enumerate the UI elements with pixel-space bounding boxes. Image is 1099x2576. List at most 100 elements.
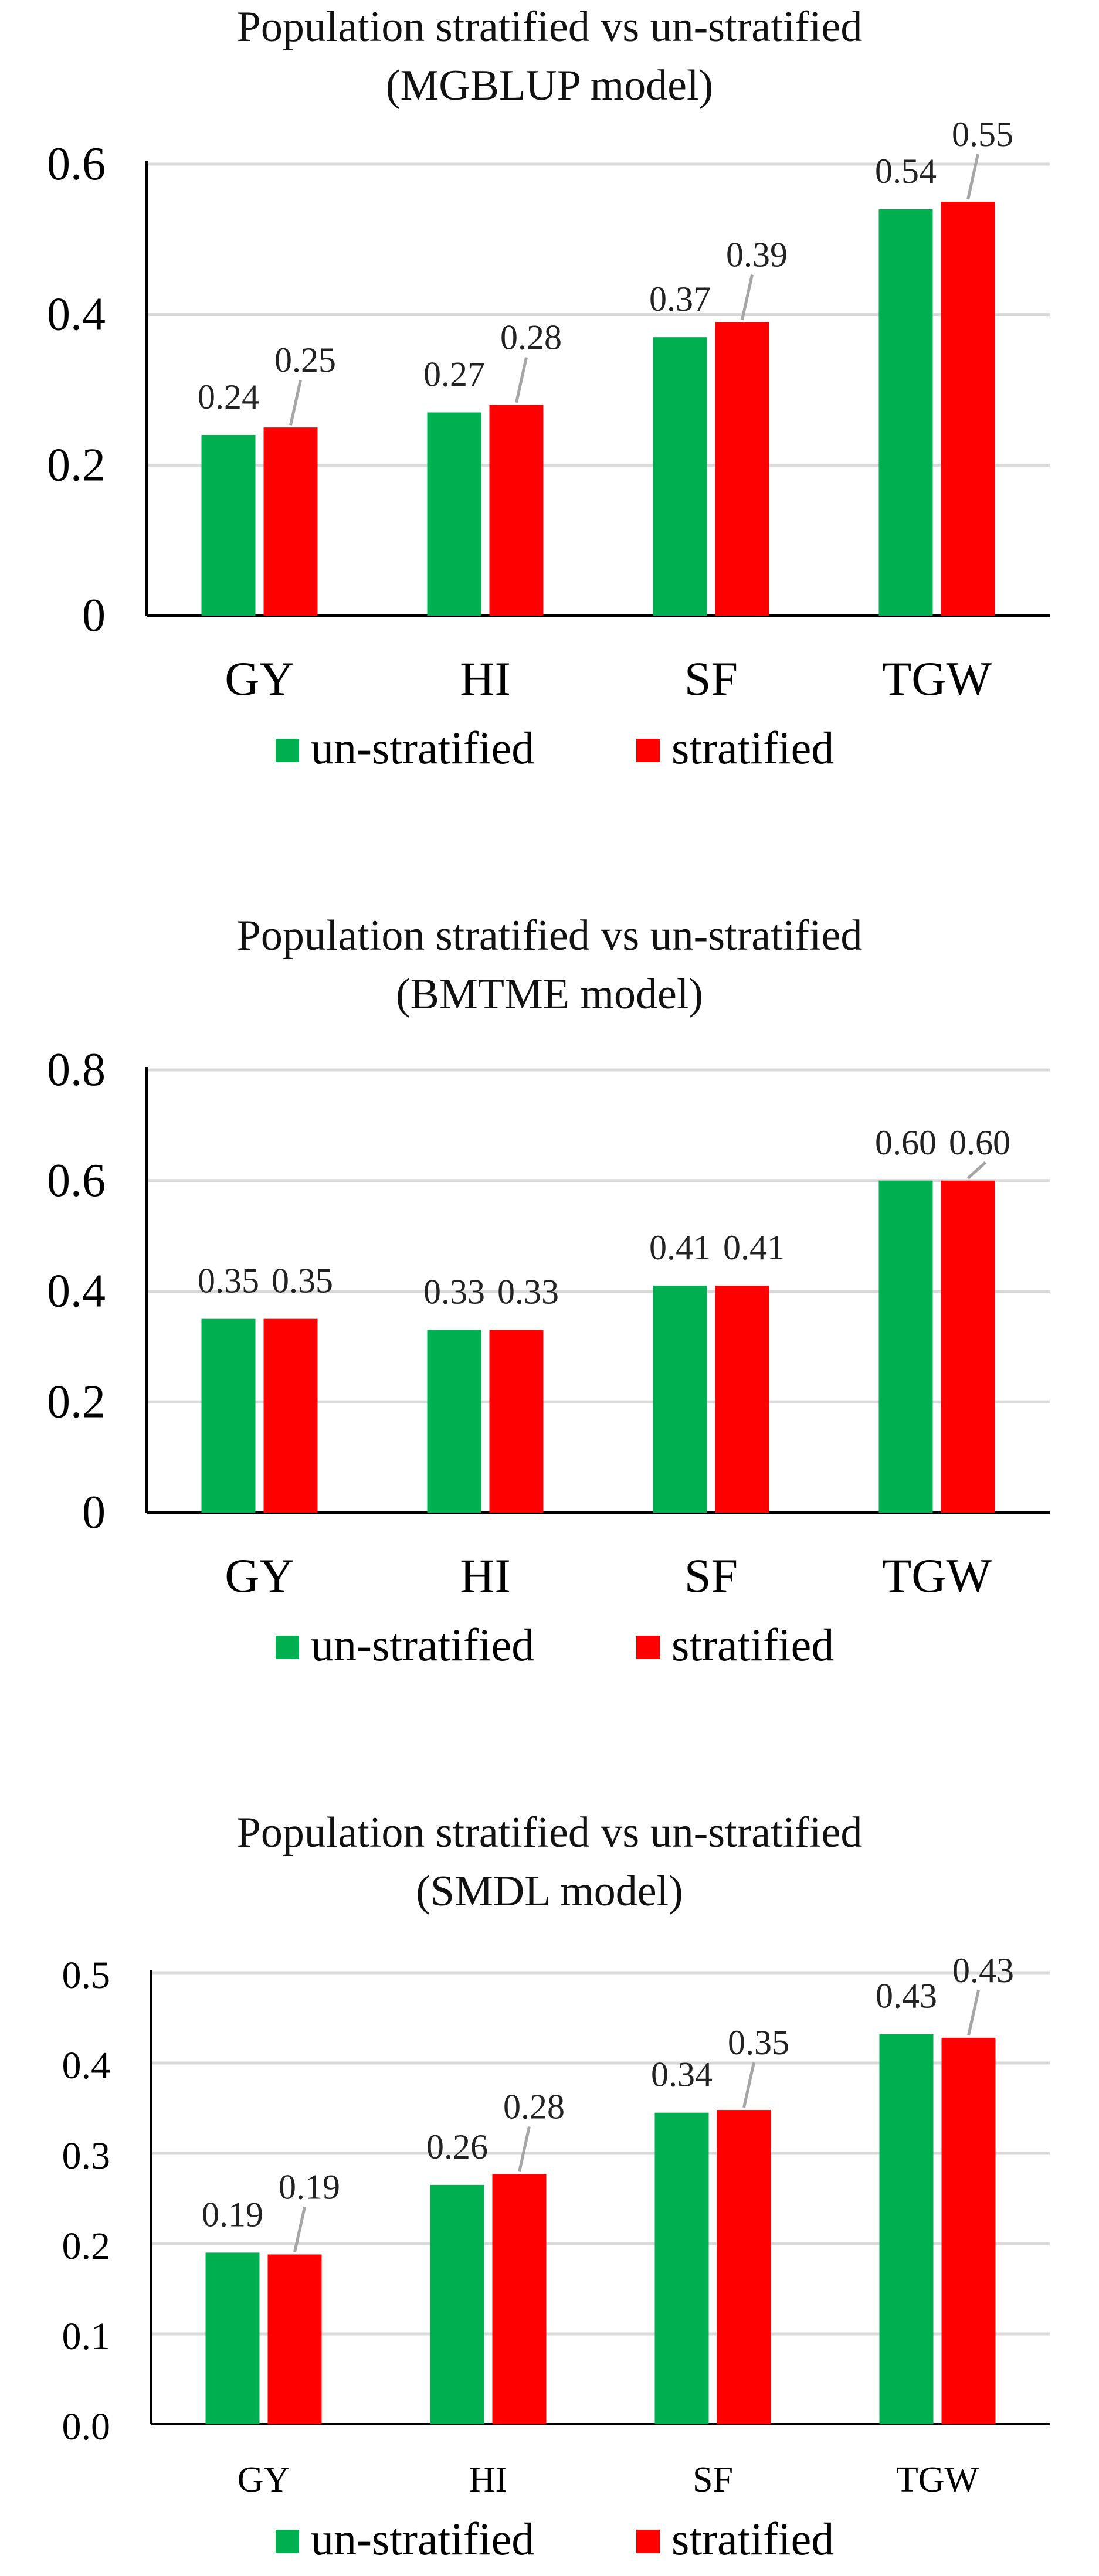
legend-label: stratified xyxy=(671,1619,834,1670)
y-tick-label: 0.8 xyxy=(47,1044,106,1096)
x-tick-label: HI xyxy=(469,2460,507,2500)
chart-panel-3: Population stratified vs un-stratified (S… xyxy=(62,1809,1050,2564)
chart-subtitle: (BMTME model) xyxy=(396,970,703,1018)
data-label: 0.60 xyxy=(875,1123,937,1162)
y-tick-label: 0.2 xyxy=(47,1376,106,1428)
data-label: 0.37 xyxy=(649,280,711,318)
y-tick-label: 0.3 xyxy=(62,2135,111,2177)
leader-line xyxy=(966,154,979,200)
bar-stratified xyxy=(263,1318,318,1513)
bar-un-stratified xyxy=(654,2112,709,2424)
data-label: 0.35 xyxy=(728,2023,789,2062)
y-tick-label: 0.0 xyxy=(62,2405,111,2448)
legend: un-stratified stratified xyxy=(276,1619,834,1670)
chart-title: Population stratified vs un-stratified xyxy=(237,1809,863,1857)
legend-swatch xyxy=(276,1636,299,1659)
data-label: 0.43 xyxy=(952,1951,1014,1990)
data-label: 0.24 xyxy=(198,378,259,416)
chart-subtitle: (SMDL model) xyxy=(416,1867,683,1915)
y-tick-label: 0 xyxy=(82,1487,106,1538)
data-label: 0.34 xyxy=(651,2055,713,2094)
data-label: 0.39 xyxy=(726,236,788,274)
legend-swatch xyxy=(636,2530,660,2553)
y-tick-label: 0.4 xyxy=(47,289,106,341)
bar-stratified xyxy=(715,1286,769,1513)
legend: un-stratified stratified xyxy=(276,722,834,773)
bar-stratified xyxy=(489,1330,544,1513)
data-label: 0.60 xyxy=(949,1123,1010,1162)
data-label: 0.54 xyxy=(875,152,937,191)
bar-stratified xyxy=(717,2110,771,2424)
x-tick-label: TGW xyxy=(882,1549,992,1602)
leader-line xyxy=(293,2206,306,2253)
data-label: 0.25 xyxy=(274,341,336,379)
bar-un-stratified xyxy=(430,2184,484,2424)
legend-swatch xyxy=(636,1636,660,1659)
leader-line xyxy=(741,274,754,321)
legend-swatch xyxy=(276,739,299,762)
leader-line xyxy=(289,379,302,426)
leader-line xyxy=(967,1990,980,2036)
bar-un-stratified xyxy=(205,2252,260,2424)
legend-label: un-stratified xyxy=(311,2513,534,2564)
y-tick-label: 0.2 xyxy=(47,439,106,491)
x-tick-label: GY xyxy=(238,2460,290,2500)
bar-stratified xyxy=(941,2037,996,2424)
bar-stratified xyxy=(715,322,769,616)
x-tick-label: SF xyxy=(693,2460,733,2500)
chart-panel-1: Population stratified vs un-stratified (M… xyxy=(47,3,1050,773)
data-label: 0.26 xyxy=(426,2128,488,2166)
bar-stratified xyxy=(492,2174,547,2424)
leader-line xyxy=(966,1161,987,1180)
data-label: 0.28 xyxy=(500,318,562,357)
bar-stratified xyxy=(489,405,544,616)
bar-stratified xyxy=(267,2254,322,2424)
bar-stratified xyxy=(941,1180,995,1513)
bar-un-stratified xyxy=(878,209,933,616)
y-tick-label: 0.6 xyxy=(47,138,106,190)
legend-swatch xyxy=(276,2530,299,2553)
data-label: 0.28 xyxy=(503,2087,565,2126)
x-tick-label: GY xyxy=(225,652,294,705)
y-tick-label: 0.6 xyxy=(47,1155,106,1207)
chart-subtitle: (MGBLUP model) xyxy=(386,62,713,110)
leader-line xyxy=(742,2062,755,2108)
chart-title: Population stratified vs un-stratified xyxy=(237,3,863,51)
bar-stratified xyxy=(263,427,318,616)
bar-un-stratified xyxy=(653,337,707,616)
data-label: 0.35 xyxy=(198,1262,259,1300)
bar-un-stratified xyxy=(201,435,256,616)
data-label: 0.33 xyxy=(497,1273,559,1311)
bar-un-stratified xyxy=(427,412,481,616)
bar-stratified xyxy=(941,202,995,616)
y-tick-label: 0.1 xyxy=(62,2315,111,2358)
data-label: 0.33 xyxy=(423,1273,485,1311)
chart-panel-2: Population stratified vs un-stratified (B… xyxy=(47,912,1050,1670)
x-tick-label: GY xyxy=(225,1549,294,1602)
bar-un-stratified xyxy=(878,1180,933,1513)
x-tick-label: TGW xyxy=(896,2460,979,2500)
data-label: 0.41 xyxy=(649,1228,711,1267)
data-label: 0.35 xyxy=(272,1262,333,1300)
bar-un-stratified xyxy=(201,1318,256,1513)
bar-un-stratified xyxy=(653,1286,707,1513)
data-label: 0.41 xyxy=(723,1228,785,1267)
x-tick-label: HI xyxy=(460,1549,511,1602)
y-tick-label: 0.4 xyxy=(47,1266,106,1317)
x-tick-label: TGW xyxy=(882,652,992,705)
leader-line xyxy=(518,2126,531,2172)
data-label: 0.27 xyxy=(423,355,485,394)
legend-label: un-stratified xyxy=(311,722,534,773)
legend-swatch xyxy=(636,739,660,762)
y-tick-label: 0.4 xyxy=(62,2044,111,2087)
bar-un-stratified xyxy=(427,1330,481,1513)
x-tick-label: SF xyxy=(684,652,738,705)
y-tick-label: 0.5 xyxy=(62,1954,111,1997)
legend: un-stratified stratified xyxy=(276,2513,834,2564)
data-label: 0.19 xyxy=(279,2167,340,2206)
y-tick-label: 0 xyxy=(82,590,106,641)
data-label: 0.43 xyxy=(876,1977,937,2016)
leader-line xyxy=(515,357,528,403)
bar-un-stratified xyxy=(879,2034,934,2424)
